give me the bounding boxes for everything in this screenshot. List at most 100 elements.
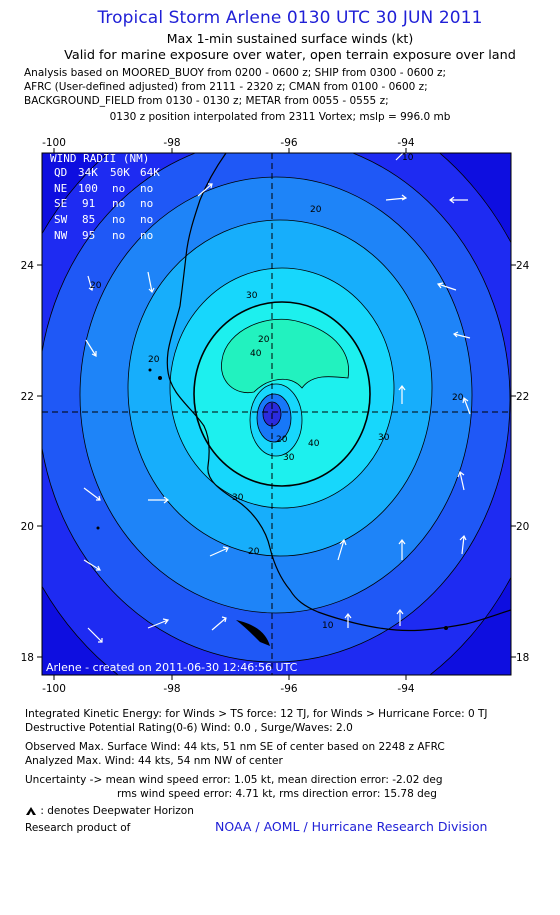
island [148,368,152,372]
lon-tick-label: -98 [163,137,180,149]
footer-deepwater: : denotes Deepwater Horizon [25,804,194,818]
wind-vector [83,559,101,571]
lon-tick-label: -98 [163,683,180,695]
lat-tick-label: 24 [516,260,530,272]
contour-label: 40 [250,349,262,359]
wind-vector [398,539,406,560]
wind-vector [83,487,101,501]
lat-tick-label: 22 [516,391,529,403]
analysis-line: AFRC (User-defined adjusted) from 2111 -… [24,81,428,93]
lat-tick-label: 22 [21,391,34,403]
wind-vector [396,609,404,626]
wind-radii-cell: no [140,182,153,195]
wind-vector [211,616,227,631]
max-wind-core [221,319,349,393]
wind-radii-header: 34K [78,166,98,179]
tick-marks [37,148,516,680]
wind-radii-cell: 85 [82,213,95,226]
contour-label: 40 [308,439,320,449]
subtitle-exposure: Valid for marine exposure over water, op… [64,48,516,63]
wind-vector [395,153,407,161]
lon-tick-label: -94 [397,137,414,149]
wind-vector [459,534,467,555]
analysis-sources: Analysis based on MOORED_BUOY from 0200 … [24,66,446,108]
org-link[interactable]: NOAA / AOML / Hurricane Research Divisio… [215,819,488,834]
contour-label: 20 [310,205,322,215]
island [444,626,448,630]
deepwater-label: : denotes Deepwater Horizon [40,805,194,817]
contour-label: 20 [248,547,260,557]
contour-labels: 20 30 40 20 30 40 20 30 20 30 20 10 20 1… [90,153,464,631]
wind-radii-cell: no [140,229,153,242]
wind-vector [398,385,406,404]
contour-label: 10 [402,153,414,163]
footer-uncertainty-mean: Uncertainty -> mean wind speed error: 1.… [25,774,443,786]
wind-map-figure: 20 30 40 20 30 40 20 30 20 30 20 10 20 1… [0,132,560,702]
wind-vector [87,627,103,643]
creation-credit: Arlene - created on 2011-06-30 12:46:56 … [46,661,298,674]
wind-vector [147,271,155,294]
wind-radii-header: 50K [110,166,130,179]
wind-vector [148,496,169,504]
footer-analyzed-max: Analyzed Max. Wind: 44 kts, 54 nm NW of … [25,755,283,767]
wind-vector [197,183,213,197]
contour-label: 20 [276,435,288,445]
coastline [166,153,511,632]
wind-vector [449,196,468,204]
lat-tick-label: 20 [21,521,34,533]
lat-tick-label: 24 [21,260,35,272]
contour-label: 10 [322,621,334,631]
lat-tick-label: 18 [21,652,34,664]
wind-map: 20 30 40 20 30 40 20 30 20 30 20 10 20 1… [21,137,530,695]
wind-contours: 20 30 40 20 30 40 20 30 20 30 20 10 20 1… [42,153,511,675]
contour-label: 20 [148,355,160,365]
page-title: Tropical Storm Arlene 0130 UTC 30 JUN 20… [97,8,483,28]
analysis-line: BACKGROUND_FIELD from 0130 - 0130 z; MET… [24,95,389,107]
lon-tick-label: -94 [397,683,414,695]
wind-radii-cell: 91 [82,197,95,210]
wind-vector [457,471,465,491]
footer-research: Research product of [25,822,131,834]
wind-radii-cell: no [112,229,125,242]
wind-radii-header: QD [54,166,67,179]
deepwater-horizon-icon [26,807,36,815]
contour-label: 30 [232,493,244,503]
contour-lines [42,153,511,675]
footer-dpr: Destructive Potential Rating(0-6) Wind: … [25,722,353,734]
contour-label: 20 [452,393,464,403]
wind-vectors [83,153,471,643]
island [96,526,100,530]
contour-label: 30 [283,453,295,463]
wind-radii-cell: SW [54,213,68,226]
wind-radii-cell: SE [54,197,67,210]
wind-radii-cell: NW [54,229,68,242]
wind-radii-cell: 95 [82,229,95,242]
wind-radii-cell: no [112,182,125,195]
island [158,376,162,380]
lat-tick-label: 20 [516,521,529,533]
contour-label: 20 [90,281,102,291]
lon-tick-label: -100 [42,683,66,695]
footer-uncertainty-rms: rms wind speed error: 4.71 kt, rms direc… [117,788,437,800]
contour-label: 30 [378,433,390,443]
footer-observed-max: Observed Max. Surface Wind: 44 kts, 51 n… [25,741,445,753]
wind-radii-header: 64K [140,166,160,179]
wind-radii-cell: 100 [78,182,98,195]
lon-tick-label: -100 [42,137,66,149]
wind-vector [209,546,229,557]
lon-tick-label: -96 [280,683,297,695]
wind-radii-cell: NE [54,182,67,195]
position-info: 0130 z position interpolated from 2311 V… [109,111,451,123]
analysis-line: Analysis based on MOORED_BUOY from 0200 … [24,67,447,79]
contour-label: 20 [258,335,270,345]
wind-vector [87,275,94,291]
wind-vector [436,282,457,291]
lat-tick-label: 18 [516,652,529,664]
wind-radii-cell: no [140,213,153,226]
axis-labels: -100 -98 -96 -94 -100 -98 -96 -94 24 22 … [21,137,530,695]
subtitle-winds: Max 1-min sustained surface winds (kt) [166,31,414,46]
wind-vector [344,613,352,628]
wind-radii-table: WIND RADII (NM) QD 34K 50K 64K NE 100 no… [50,153,160,242]
contour-label: 30 [246,291,258,301]
wind-vector [85,339,97,357]
